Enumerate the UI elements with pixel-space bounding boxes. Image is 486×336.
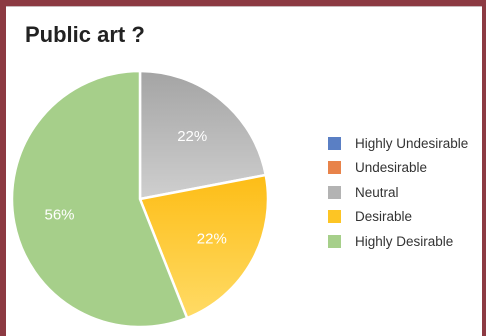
slice-label-desirable: 22% [197,230,227,247]
legend-swatch [328,210,341,224]
legend-swatch [328,136,341,150]
pie-chart: 22% 22% 56% [10,69,270,329]
pie-slice-desirable [138,173,270,320]
chart-title: Public art ? [25,22,145,47]
chart-panel: Public art ? 22% 22% 56% Highly Undesirabl… [6,6,482,336]
slice-label-neutral: 22% [177,128,207,145]
legend: Highly Undesirable Undesirable Neutral Desi… [328,131,468,254]
legend-swatch [328,185,341,199]
legend-label: Neutral [355,184,399,200]
legend-item-highly-desirable: Highly Desirable [328,229,468,254]
slice-label-highly-desirable: 56% [45,206,75,223]
legend-item-desirable: Desirable [328,205,468,230]
legend-label: Highly Undesirable [355,135,469,151]
legend-label: Highly Desirable [355,233,454,249]
legend-label: Desirable [355,209,413,225]
legend-item-highly-undesirable: Highly Undesirable [328,131,468,156]
legend-item-neutral: Neutral [328,180,468,205]
pie-slice-neutral [138,69,268,201]
pie-slice-highly-desirable [10,69,189,329]
legend-label: Undesirable [355,160,428,176]
legend-swatch [328,234,341,248]
legend-item-undesirable: Undesirable [328,156,468,181]
legend-swatch [328,161,341,175]
